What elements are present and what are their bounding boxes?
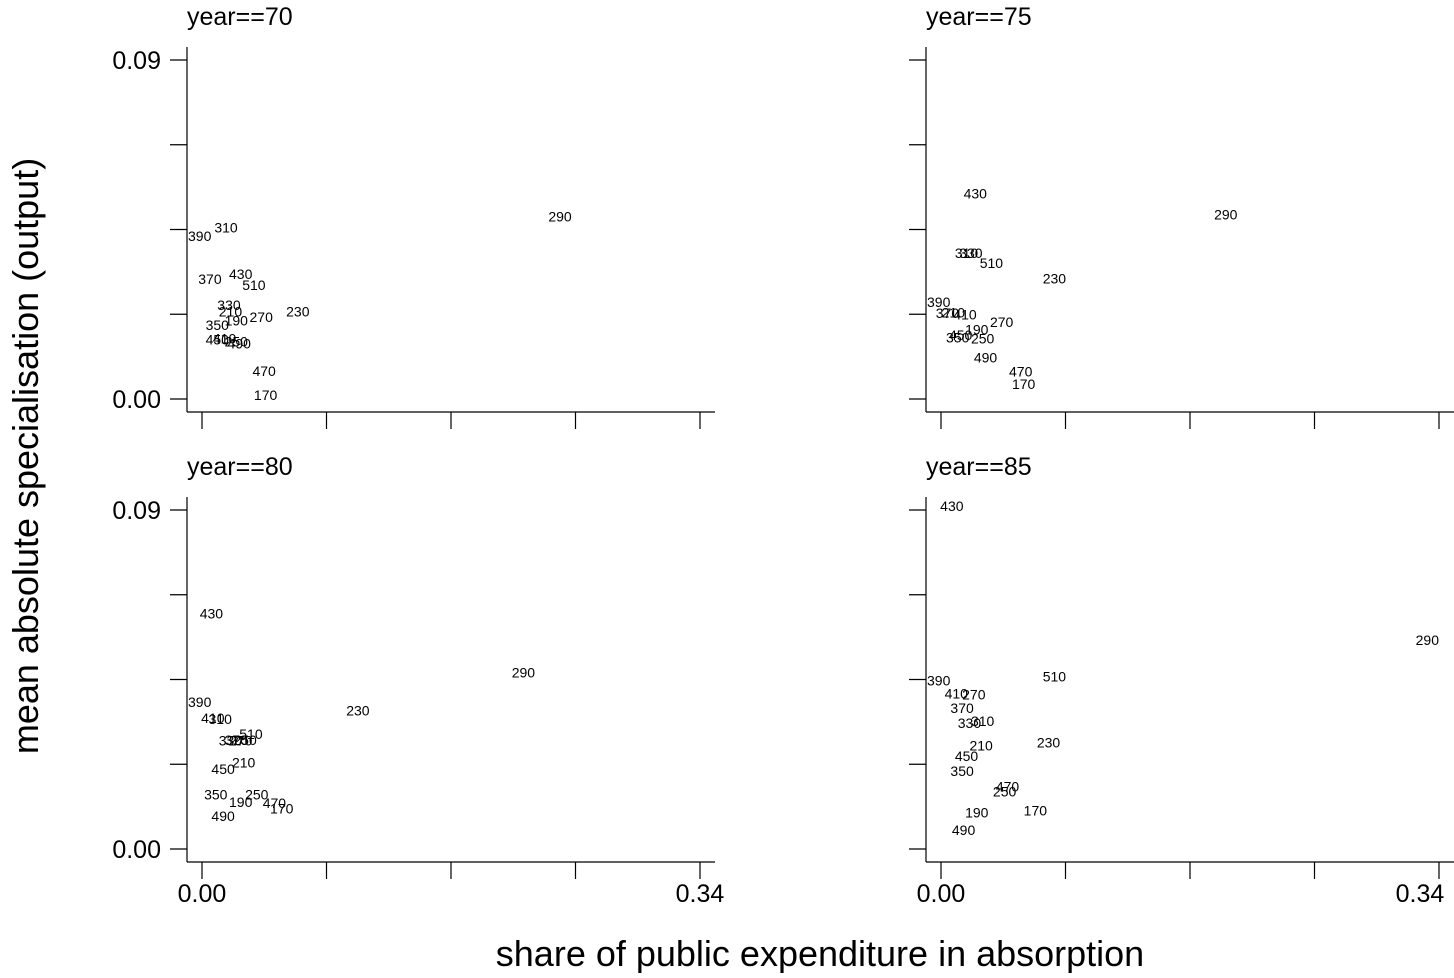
x-tick-label: 0.00 [178,880,227,908]
data-point-label: 210 [232,754,256,770]
data-point-label: 290 [512,665,536,681]
data-point-label: 390 [188,228,212,244]
x-tick-label: 0.00 [917,880,966,908]
data-point-label: 270 [229,733,253,749]
data-point-label: 210 [219,304,243,320]
data-point-label: 450 [955,748,979,764]
data-point-label: 390 [927,672,951,688]
data-point-label: 450 [211,761,235,777]
x-tick-label: 0.34 [1396,880,1445,908]
y-tick-label: 0.09 [112,497,161,525]
x-axis-title: share of public expenditure in absorptio… [496,933,1144,973]
data-point-label: 210 [942,304,966,320]
data-point-label: 250 [971,331,995,347]
data-point-label: 290 [1416,632,1440,648]
data-point-label: 310 [971,713,995,729]
data-point-label: 250 [245,786,269,802]
data-point-label: 250 [993,783,1017,799]
data-point-label: 430 [200,606,224,622]
data-point-label: 170 [1024,803,1048,819]
y-axis-title: mean absolute specialisation (output) [5,158,46,754]
data-point-label: 510 [980,255,1004,271]
data-point-label: 470 [1009,364,1033,380]
panel-3: year==800.090.000.00 0.344302902303904103… [112,453,724,908]
data-point-label: 270 [962,687,986,703]
data-point-label: 230 [286,304,310,320]
data-point-label: 350 [204,786,228,802]
data-point-label: 310 [214,220,238,236]
data-point-label: 170 [270,801,294,817]
data-point-label: 230 [1043,270,1067,286]
data-point-label: 350 [206,317,230,333]
data-point-label: 410 [213,331,237,347]
data-point-label: 490 [211,808,235,824]
data-point-label: 190 [965,322,989,338]
data-point-label: 490 [974,350,998,366]
data-point-label: 230 [346,702,370,718]
data-point-label: 510 [1043,668,1067,684]
data-point-label: 410 [953,306,977,322]
data-point-label: 430 [964,186,988,202]
data-point-label: 310 [209,711,233,727]
data-point-label: 330 [217,297,241,313]
data-point-label: 290 [548,208,572,224]
data-point-label: 270 [250,309,274,325]
x-tick-label: 0.34 [676,880,725,908]
data-point-label: 390 [188,694,212,710]
data-point-label: 330 [219,733,243,749]
data-point-label: 230 [1037,734,1061,750]
data-point-label: 470 [996,778,1020,794]
data-point-label: 330 [959,245,983,261]
y-tick-label: 0.00 [112,836,161,864]
data-point-label: 290 [1214,206,1238,222]
panel-title: year==80 [187,453,293,481]
data-point-label: 490 [952,822,976,838]
data-point-label: 470 [252,363,276,379]
data-point-label: 370 [950,700,974,716]
data-point-label: 410 [201,710,225,726]
data-point-label: 510 [239,726,263,742]
data-point-label: 470 [263,795,287,811]
panel-title: year==70 [187,3,293,31]
data-point-label: 430 [229,266,253,282]
y-tick-label: 0.09 [112,47,161,75]
data-point-label: 310 [955,245,979,261]
data-point-label: 170 [254,387,278,403]
data-point-label: 370 [198,271,222,287]
data-point-label: 350 [946,330,970,346]
panel-title: year==85 [926,453,1032,481]
data-point-label: 450 [206,331,230,347]
panel-4: year==85 0.00 0.34 430 290 510 390410270370310… [909,453,1454,908]
data-point-label: 450 [949,327,973,343]
data-point-label: 270 [990,314,1014,330]
data-point-label: 370 [225,732,249,748]
data-point-label: 430 [940,498,964,514]
data-point-label: 250 [233,732,257,748]
data-point-label: 190 [229,794,253,810]
data-point-label: 390 [927,294,951,310]
data-point-label: 190 [965,804,989,820]
data-point-label: 490 [228,335,252,351]
data-point-label: 330 [958,715,982,731]
y-tick-label: 0.00 [112,386,161,414]
data-point-label: 210 [969,737,993,753]
data-point-label: 350 [950,763,974,779]
data-point-label: 250 [225,334,249,350]
data-point-label: 370 [936,305,960,321]
data-point-label: 170 [1012,376,1036,392]
panel-title: year==75 [926,3,1032,31]
data-point-label: 510 [242,277,266,293]
data-point-label: 410 [945,685,969,701]
data-point-label: 190 [225,313,249,329]
